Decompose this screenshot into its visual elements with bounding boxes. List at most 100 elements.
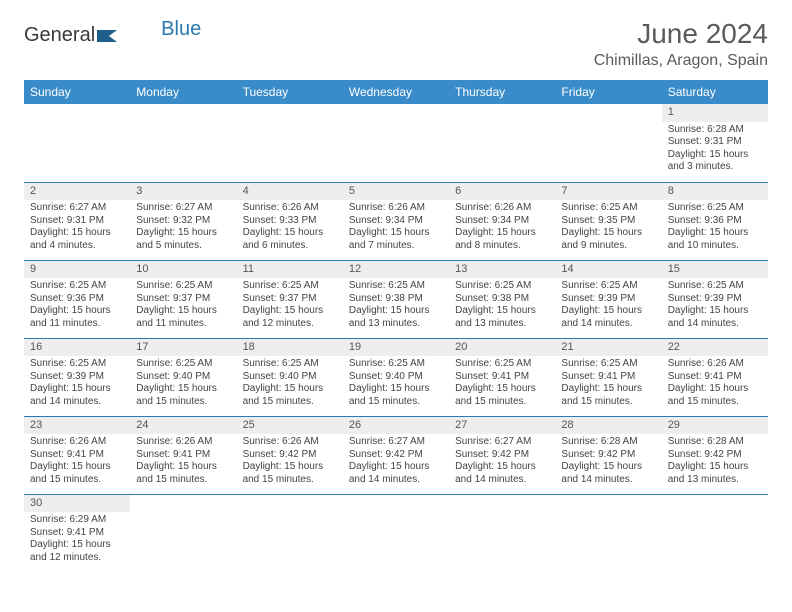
day-number: 8 — [662, 183, 768, 201]
day-number: 29 — [662, 417, 768, 435]
day-number: 14 — [555, 261, 661, 279]
sunrise-text: Sunrise: 6:26 AM — [30, 436, 124, 449]
calendar-cell — [237, 494, 343, 572]
calendar-cell: 11Sunrise: 6:25 AMSunset: 9:37 PMDayligh… — [237, 260, 343, 338]
day-details: Sunrise: 6:25 AMSunset: 9:40 PMDaylight:… — [237, 356, 343, 412]
day-details: Sunrise: 6:29 AMSunset: 9:41 PMDaylight:… — [24, 512, 130, 568]
day-details: Sunrise: 6:25 AMSunset: 9:41 PMDaylight:… — [555, 356, 661, 412]
calendar-week: 30Sunrise: 6:29 AMSunset: 9:41 PMDayligh… — [24, 494, 768, 572]
calendar-cell: 18Sunrise: 6:25 AMSunset: 9:40 PMDayligh… — [237, 338, 343, 416]
day-details: Sunrise: 6:25 AMSunset: 9:36 PMDaylight:… — [24, 278, 130, 334]
daylight-text: Daylight: 15 hours and 14 minutes. — [668, 305, 762, 330]
page-header: General Blue June 2024 Chimillas, Aragon… — [24, 18, 768, 70]
day-number: 28 — [555, 417, 661, 435]
calendar-table: Sunday Monday Tuesday Wednesday Thursday… — [24, 80, 768, 572]
day-number: 13 — [449, 261, 555, 279]
day-details: Sunrise: 6:26 AMSunset: 9:41 PMDaylight:… — [24, 434, 130, 490]
day-header: Friday — [555, 80, 661, 104]
sunrise-text: Sunrise: 6:25 AM — [668, 280, 762, 293]
sunset-text: Sunset: 9:34 PM — [455, 215, 549, 228]
day-details: Sunrise: 6:26 AMSunset: 9:41 PMDaylight:… — [130, 434, 236, 490]
day-number: 15 — [662, 261, 768, 279]
day-details: Sunrise: 6:28 AMSunset: 9:42 PMDaylight:… — [555, 434, 661, 490]
daylight-text: Daylight: 15 hours and 13 minutes. — [455, 305, 549, 330]
day-details: Sunrise: 6:25 AMSunset: 9:37 PMDaylight:… — [237, 278, 343, 334]
day-details: Sunrise: 6:26 AMSunset: 9:34 PMDaylight:… — [449, 200, 555, 256]
sunset-text: Sunset: 9:34 PM — [349, 215, 443, 228]
calendar-cell: 10Sunrise: 6:25 AMSunset: 9:37 PMDayligh… — [130, 260, 236, 338]
daylight-text: Daylight: 15 hours and 15 minutes. — [136, 461, 230, 486]
day-details: Sunrise: 6:25 AMSunset: 9:35 PMDaylight:… — [555, 200, 661, 256]
sunset-text: Sunset: 9:42 PM — [243, 449, 337, 462]
calendar-cell: 25Sunrise: 6:26 AMSunset: 9:42 PMDayligh… — [237, 416, 343, 494]
day-number: 19 — [343, 339, 449, 357]
calendar-cell: 12Sunrise: 6:25 AMSunset: 9:38 PMDayligh… — [343, 260, 449, 338]
brand-logo: General Blue — [24, 18, 201, 47]
day-details: Sunrise: 6:25 AMSunset: 9:39 PMDaylight:… — [662, 278, 768, 334]
sunrise-text: Sunrise: 6:29 AM — [30, 514, 124, 527]
daylight-text: Daylight: 15 hours and 10 minutes. — [668, 227, 762, 252]
sunset-text: Sunset: 9:41 PM — [30, 449, 124, 462]
sunrise-text: Sunrise: 6:25 AM — [561, 280, 655, 293]
day-header: Monday — [130, 80, 236, 104]
sunrise-text: Sunrise: 6:26 AM — [136, 436, 230, 449]
month-title: June 2024 — [594, 18, 768, 50]
day-number: 7 — [555, 183, 661, 201]
sunset-text: Sunset: 9:35 PM — [561, 215, 655, 228]
sunrise-text: Sunrise: 6:25 AM — [349, 358, 443, 371]
flag-icon — [97, 28, 119, 44]
calendar-cell: 28Sunrise: 6:28 AMSunset: 9:42 PMDayligh… — [555, 416, 661, 494]
daylight-text: Daylight: 15 hours and 14 minutes. — [561, 461, 655, 486]
day-details: Sunrise: 6:26 AMSunset: 9:33 PMDaylight:… — [237, 200, 343, 256]
sunset-text: Sunset: 9:39 PM — [30, 371, 124, 384]
day-number: 17 — [130, 339, 236, 357]
day-number: 4 — [237, 183, 343, 201]
sunset-text: Sunset: 9:42 PM — [561, 449, 655, 462]
calendar-cell: 17Sunrise: 6:25 AMSunset: 9:40 PMDayligh… — [130, 338, 236, 416]
sunset-text: Sunset: 9:40 PM — [349, 371, 443, 384]
calendar-cell: 15Sunrise: 6:25 AMSunset: 9:39 PMDayligh… — [662, 260, 768, 338]
day-number: 16 — [24, 339, 130, 357]
calendar-cell: 3Sunrise: 6:27 AMSunset: 9:32 PMDaylight… — [130, 182, 236, 260]
calendar-cell — [130, 494, 236, 572]
day-number: 26 — [343, 417, 449, 435]
calendar-cell: 16Sunrise: 6:25 AMSunset: 9:39 PMDayligh… — [24, 338, 130, 416]
sunset-text: Sunset: 9:41 PM — [136, 449, 230, 462]
day-header: Thursday — [449, 80, 555, 104]
day-details: Sunrise: 6:25 AMSunset: 9:38 PMDaylight:… — [449, 278, 555, 334]
daylight-text: Daylight: 15 hours and 15 minutes. — [243, 383, 337, 408]
day-details: Sunrise: 6:25 AMSunset: 9:38 PMDaylight:… — [343, 278, 449, 334]
sunrise-text: Sunrise: 6:25 AM — [455, 358, 549, 371]
calendar-cell: 4Sunrise: 6:26 AMSunset: 9:33 PMDaylight… — [237, 182, 343, 260]
day-details: Sunrise: 6:26 AMSunset: 9:42 PMDaylight:… — [237, 434, 343, 490]
daylight-text: Daylight: 15 hours and 14 minutes. — [561, 305, 655, 330]
calendar-cell: 30Sunrise: 6:29 AMSunset: 9:41 PMDayligh… — [24, 494, 130, 572]
sunrise-text: Sunrise: 6:28 AM — [668, 436, 762, 449]
sunrise-text: Sunrise: 6:27 AM — [455, 436, 549, 449]
day-header-row: Sunday Monday Tuesday Wednesday Thursday… — [24, 80, 768, 104]
calendar-cell — [555, 104, 661, 182]
day-details: Sunrise: 6:26 AMSunset: 9:41 PMDaylight:… — [662, 356, 768, 412]
sunset-text: Sunset: 9:41 PM — [455, 371, 549, 384]
day-details: Sunrise: 6:26 AMSunset: 9:34 PMDaylight:… — [343, 200, 449, 256]
calendar-cell: 1Sunrise: 6:28 AMSunset: 9:31 PMDaylight… — [662, 104, 768, 182]
day-header: Wednesday — [343, 80, 449, 104]
brand-part2: Blue — [161, 18, 201, 41]
calendar-cell: 13Sunrise: 6:25 AMSunset: 9:38 PMDayligh… — [449, 260, 555, 338]
daylight-text: Daylight: 15 hours and 14 minutes. — [349, 461, 443, 486]
day-number: 27 — [449, 417, 555, 435]
sunset-text: Sunset: 9:41 PM — [668, 371, 762, 384]
calendar-week: 1Sunrise: 6:28 AMSunset: 9:31 PMDaylight… — [24, 104, 768, 182]
day-details: Sunrise: 6:27 AMSunset: 9:42 PMDaylight:… — [343, 434, 449, 490]
daylight-text: Daylight: 15 hours and 3 minutes. — [668, 149, 762, 174]
day-number: 30 — [24, 495, 130, 513]
calendar-cell: 21Sunrise: 6:25 AMSunset: 9:41 PMDayligh… — [555, 338, 661, 416]
sunset-text: Sunset: 9:42 PM — [668, 449, 762, 462]
sunset-text: Sunset: 9:32 PM — [136, 215, 230, 228]
day-number: 25 — [237, 417, 343, 435]
sunrise-text: Sunrise: 6:25 AM — [455, 280, 549, 293]
brand-part1: General — [24, 24, 95, 47]
sunset-text: Sunset: 9:37 PM — [136, 293, 230, 306]
daylight-text: Daylight: 15 hours and 15 minutes. — [349, 383, 443, 408]
day-details: Sunrise: 6:28 AMSunset: 9:31 PMDaylight:… — [662, 122, 768, 178]
